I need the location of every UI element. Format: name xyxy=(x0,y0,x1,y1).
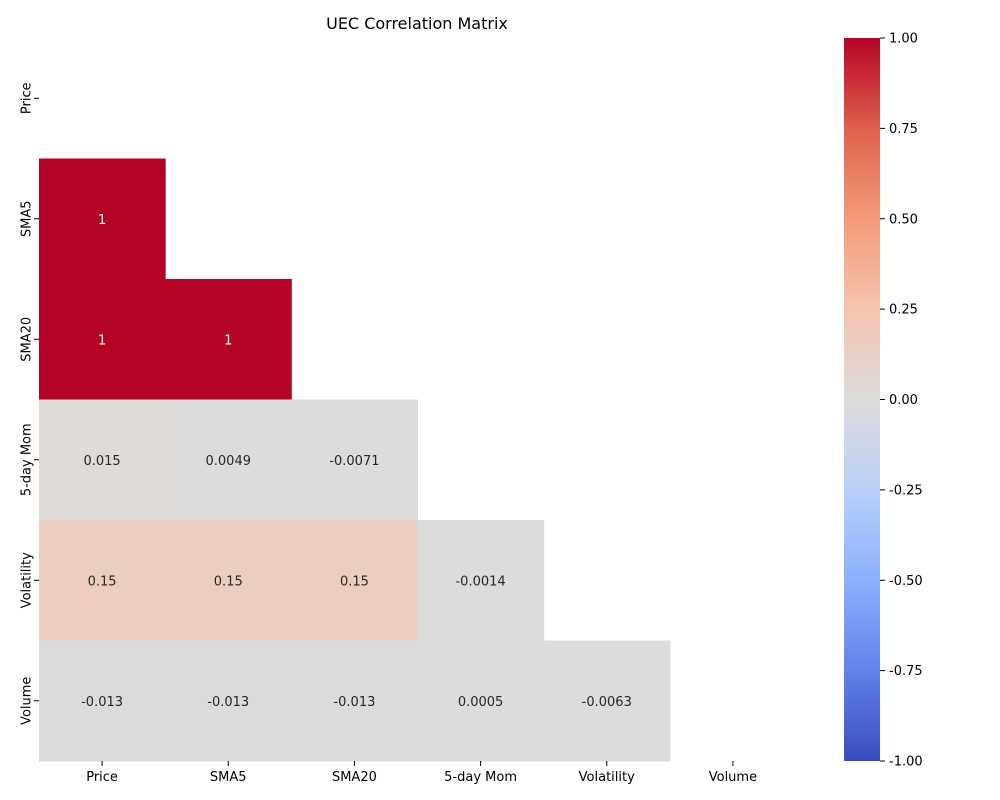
cell-value-label: 0.15 xyxy=(340,574,369,589)
cell-value-label: -0.013 xyxy=(333,695,375,710)
x-tick-label: 5-day Mom xyxy=(444,770,517,785)
cell-value-label: 0.15 xyxy=(88,574,117,589)
x-tick-label: Price xyxy=(86,770,118,785)
heatmap-cell xyxy=(39,158,166,280)
cell-value-label: 1 xyxy=(224,333,232,348)
heatmap-cell xyxy=(39,520,166,641)
colorbar-tick-label: 0.75 xyxy=(889,122,918,137)
colorbar-tick-label: 0.00 xyxy=(889,393,918,408)
heatmap-grid: 1 1 1 0.015 0.0049 -0.0071 0.15 0.15 0.15 -0.0014… xyxy=(39,158,671,762)
heatmap-cell xyxy=(39,279,166,400)
x-tick-label: SMA5 xyxy=(210,770,247,785)
x-tick-label: Volume xyxy=(709,770,757,785)
x-axis: Price SMA5 SMA20 5-day Mom Volatility Volume xyxy=(86,761,757,785)
cell-value-label: -0.0071 xyxy=(329,454,379,469)
heatmap-cell xyxy=(543,640,671,762)
heatmap-cell xyxy=(291,520,418,641)
cell-value-label: -0.0063 xyxy=(582,695,632,710)
heatmap-cell xyxy=(291,640,418,762)
heatmap-cell xyxy=(165,520,292,641)
colorbar-tick-label: -0.75 xyxy=(889,664,923,679)
y-tick-label: 5-day Mom xyxy=(20,423,35,496)
heatmap-cell xyxy=(417,640,545,762)
cell-value-label: 0.15 xyxy=(214,574,243,589)
heatmap-cell xyxy=(39,399,166,521)
cell-value-label: -0.0014 xyxy=(455,574,505,589)
cell-value-label: 0.0005 xyxy=(458,695,504,710)
heatmap-cell xyxy=(165,279,292,400)
y-tick-label: Volume xyxy=(20,677,35,725)
heatmap-cell xyxy=(39,640,166,762)
cell-value-label: -0.013 xyxy=(81,695,123,710)
cell-value-label: 0.015 xyxy=(83,454,120,469)
colorbar-tick-label: 0.50 xyxy=(889,212,918,227)
cell-value-label: 1 xyxy=(98,333,106,348)
colorbar-tick-label: 0.25 xyxy=(889,303,918,318)
heatmap-cell xyxy=(291,399,418,521)
heatmap-cell xyxy=(417,520,545,641)
y-tick-label: SMA20 xyxy=(20,317,35,362)
colorbar-tick-label: -1.00 xyxy=(889,755,923,770)
cell-value-label: 0.0049 xyxy=(206,454,252,469)
colorbar-tick-label: 1.00 xyxy=(889,32,918,47)
y-tick-label: Volatility xyxy=(20,552,35,608)
colorbar-tick-label: -0.50 xyxy=(889,574,923,589)
x-tick-label: SMA20 xyxy=(332,770,377,785)
colorbar-gradient xyxy=(844,38,880,761)
colorbar: -1.00 -0.75 -0.50 -0.25 0.00 0.25 0.50 0.75 1.00 xyxy=(844,32,923,770)
y-axis: Price SMA5 SMA20 5-day Mom Volatility Volume xyxy=(20,82,39,725)
cell-value-label: -0.013 xyxy=(207,695,249,710)
cell-value-label: 1 xyxy=(98,213,106,228)
y-tick-label: SMA5 xyxy=(20,200,35,237)
heatmap-cell xyxy=(165,399,292,521)
x-tick-label: Volatility xyxy=(579,770,635,785)
heatmap-cell xyxy=(165,640,292,762)
y-tick-label: Price xyxy=(20,82,35,114)
colorbar-tick-label: -0.25 xyxy=(889,483,923,498)
chart-title: UEC Correlation Matrix xyxy=(326,14,508,33)
